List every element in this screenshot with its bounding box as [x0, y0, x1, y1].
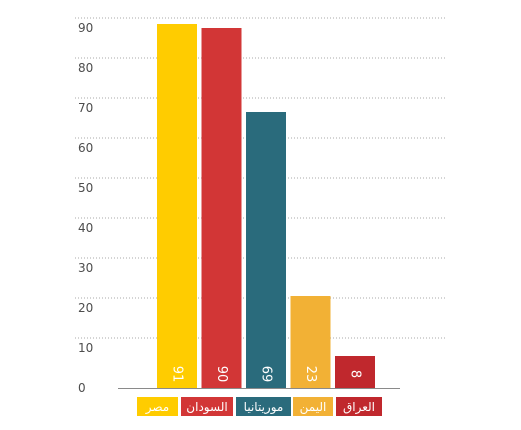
- y-tick-label: 20: [78, 301, 93, 315]
- legend-swatch: [293, 397, 333, 416]
- y-tick-label: 10: [78, 341, 93, 355]
- bar-data-labels: 91 90 69 23 8: [170, 366, 363, 383]
- legend-swatch: [181, 397, 233, 416]
- bar-2: [201, 28, 242, 388]
- bar-value-label: 8: [348, 370, 363, 378]
- bar-value-label: 90: [214, 366, 229, 383]
- bar-1: [157, 24, 197, 388]
- legend-label: مصر: [145, 400, 169, 415]
- y-tick-label: 30: [78, 261, 93, 275]
- bar-5: [335, 356, 375, 388]
- legend-label: اليمن: [300, 400, 327, 415]
- legend-swatch: [336, 397, 382, 416]
- y-tick-label: 0: [78, 381, 86, 395]
- legend-swatch: [236, 397, 291, 416]
- y-axis-tick-labels: 0 10 20 30 40 50 60 70 80 90: [78, 21, 93, 395]
- y-tick-label: 70: [78, 101, 93, 115]
- bar-value-label: 91: [170, 366, 185, 383]
- legend-item: موريتانيا: [236, 397, 291, 416]
- bar-value-label: 23: [303, 366, 318, 383]
- bars: [157, 24, 375, 388]
- bar-3: [246, 112, 286, 388]
- y-tick-label: 80: [78, 61, 93, 75]
- legend-label: العراق: [343, 400, 375, 415]
- legend-item: العراق: [336, 397, 382, 416]
- y-tick-label: 90: [78, 21, 93, 35]
- legend-item: اليمن: [293, 397, 333, 416]
- y-tick-label: 40: [78, 221, 93, 235]
- legend: مصر السودان موريتانيا اليمن العراق: [137, 397, 382, 416]
- legend-label: السودان: [186, 400, 227, 415]
- legend-label: موريتانيا: [244, 400, 284, 415]
- legend-item: مصر: [137, 397, 178, 416]
- y-tick-label: 60: [78, 141, 93, 155]
- legend-swatch: [137, 397, 178, 416]
- bar-value-label: 69: [259, 366, 274, 383]
- legend-item: السودان: [181, 397, 233, 416]
- y-tick-label: 50: [78, 181, 93, 195]
- bar-4: [290, 296, 331, 388]
